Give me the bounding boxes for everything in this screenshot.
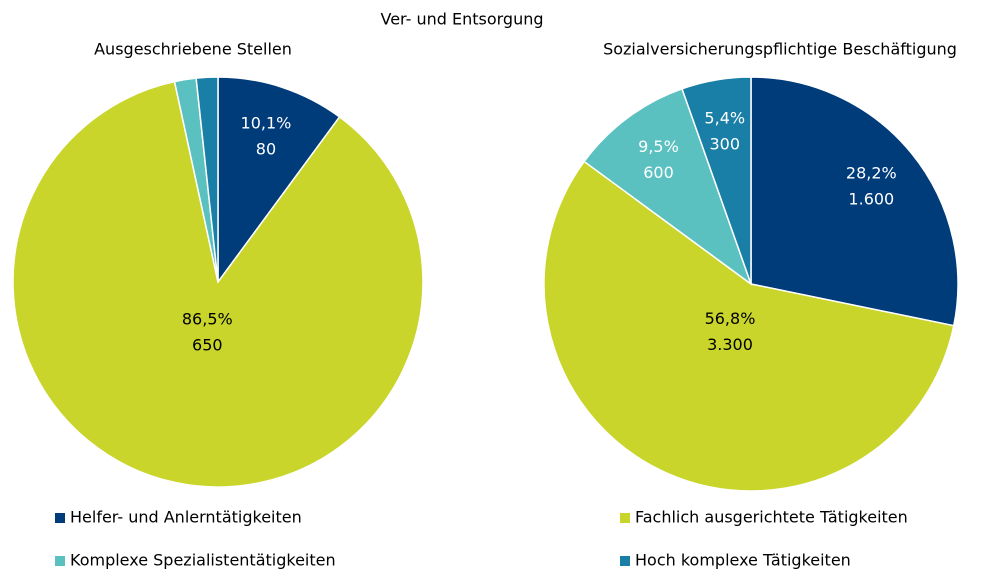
legend-label: Helfer- und Anlerntätigkeiten bbox=[70, 508, 302, 527]
pie-slice bbox=[750, 76, 959, 327]
legend-label: Komplexe Spezialistentätigkeiten bbox=[70, 551, 336, 570]
percent-label: 28,2% bbox=[846, 163, 897, 182]
count-label: 650 bbox=[192, 336, 223, 355]
pie-slice bbox=[217, 76, 341, 285]
count-label: 3.300 bbox=[707, 335, 753, 354]
pie-title: Sozialversicherungspflichtige Beschäftig… bbox=[603, 40, 957, 59]
count-label: 600 bbox=[643, 163, 674, 182]
pie-slice bbox=[195, 76, 219, 283]
percent-label: 5,4% bbox=[704, 108, 745, 127]
legend-swatch bbox=[55, 556, 65, 566]
percent-label: 86,5% bbox=[182, 310, 233, 329]
legend-swatch bbox=[620, 556, 630, 566]
count-label: 80 bbox=[256, 139, 276, 158]
pie-slice bbox=[543, 160, 955, 492]
count-label: 1.600 bbox=[848, 189, 894, 208]
legend-label: Fachlich ausgerichtete Tätigkeiten bbox=[635, 508, 908, 527]
pie-slice bbox=[681, 76, 752, 285]
pie-slice bbox=[583, 87, 753, 287]
pie-title: Ausgeschriebene Stellen bbox=[94, 40, 292, 59]
count-label: 300 bbox=[709, 134, 740, 153]
chart-title: Ver- und Entsorgung bbox=[380, 10, 543, 29]
legend-label: Hoch komplexe Tätigkeiten bbox=[635, 551, 851, 570]
legend-swatch bbox=[55, 513, 65, 523]
legend-swatch bbox=[620, 513, 630, 523]
percent-label: 9,5% bbox=[638, 137, 679, 156]
percent-label: 10,1% bbox=[241, 113, 292, 132]
percent-label: 56,8% bbox=[705, 309, 756, 328]
pie-slice bbox=[12, 80, 424, 488]
